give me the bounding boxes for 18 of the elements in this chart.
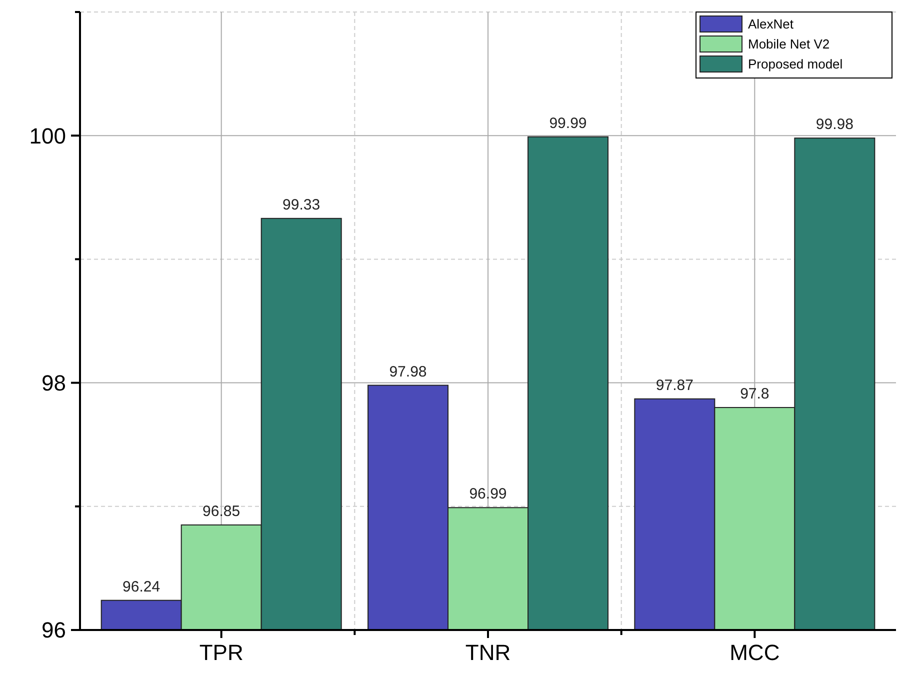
data-label: 99.99 <box>549 114 587 132</box>
data-label: 99.33 <box>282 196 320 214</box>
legend-label: AlexNet <box>748 16 794 32</box>
x-tick-label: TNR <box>465 640 511 665</box>
y-tick-label: 96 <box>42 618 66 643</box>
legend-label: Proposed model <box>748 56 843 72</box>
x-tick-label: TPR <box>199 640 244 665</box>
data-label: 99.98 <box>816 116 854 134</box>
y-tick-label: 98 <box>42 370 66 396</box>
legend-label: Mobile Net V2 <box>748 36 830 52</box>
x-tick-label: MCC <box>730 640 780 665</box>
data-label: 96.99 <box>469 486 507 503</box>
data-label: 97.98 <box>389 363 427 380</box>
data-label: 96.24 <box>122 578 160 596</box>
data-label: 96.85 <box>202 502 240 520</box>
data-label: 97.8 <box>740 386 770 403</box>
y-tick-label: 100 <box>29 123 66 148</box>
data-label: 97.87 <box>656 376 694 394</box>
